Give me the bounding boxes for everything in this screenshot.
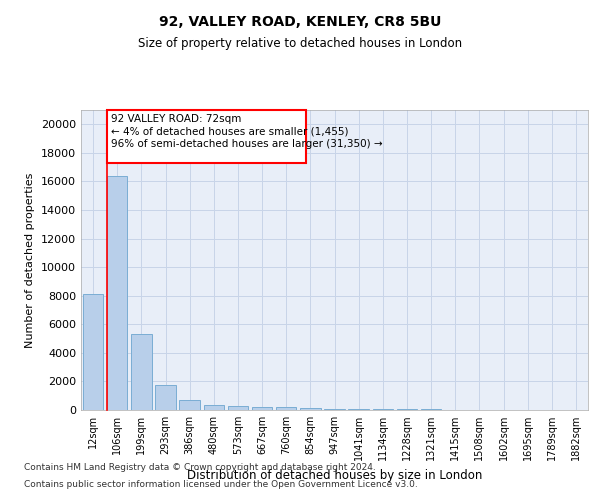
Bar	[324, 408, 345, 410]
Text: 92, VALLEY ROAD, KENLEY, CR8 5BU: 92, VALLEY ROAD, KENLEY, CR8 5BU	[159, 15, 441, 29]
Bar	[83, 294, 103, 410]
Bar	[179, 400, 200, 410]
Bar	[131, 334, 152, 410]
Text: Contains HM Land Registry data © Crown copyright and database right 2024.: Contains HM Land Registry data © Crown c…	[24, 464, 376, 472]
Bar	[300, 408, 320, 410]
FancyBboxPatch shape	[107, 110, 305, 163]
Y-axis label: Number of detached properties: Number of detached properties	[25, 172, 35, 348]
Bar	[349, 409, 369, 410]
Bar	[252, 407, 272, 410]
Text: ← 4% of detached houses are smaller (1,455): ← 4% of detached houses are smaller (1,4…	[110, 126, 348, 136]
Text: 96% of semi-detached houses are larger (31,350) →: 96% of semi-detached houses are larger (…	[110, 138, 382, 148]
Text: Contains public sector information licensed under the Open Government Licence v3: Contains public sector information licen…	[24, 480, 418, 489]
Bar	[276, 407, 296, 410]
Bar	[373, 409, 393, 410]
X-axis label: Distribution of detached houses by size in London: Distribution of detached houses by size …	[187, 468, 482, 481]
Bar	[227, 406, 248, 410]
Text: Size of property relative to detached houses in London: Size of property relative to detached ho…	[138, 38, 462, 51]
Bar	[107, 176, 127, 410]
Bar	[155, 385, 176, 410]
Bar	[203, 405, 224, 410]
Text: 92 VALLEY ROAD: 72sqm: 92 VALLEY ROAD: 72sqm	[110, 114, 241, 124]
